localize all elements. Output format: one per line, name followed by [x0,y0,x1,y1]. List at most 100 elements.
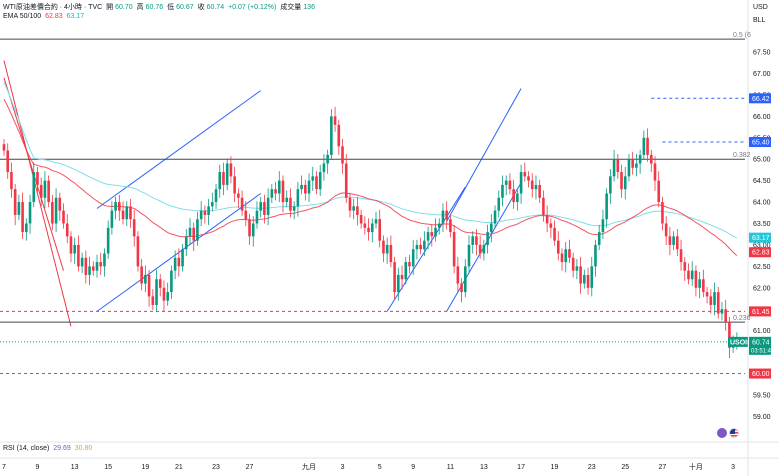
candle-body [359,214,363,224]
candle-body [184,236,188,250]
countdown-value: 03:51:42 [751,348,775,354]
candle-body [43,180,47,198]
candle-body [702,279,705,293]
candle-body [65,223,69,237]
y-tick-label: 63.00 [753,242,771,249]
candle-body [724,309,727,323]
fib-label: 0.382 [733,152,751,159]
candle-body [649,154,653,164]
candle-body [463,266,467,293]
candle-body [415,244,419,250]
last-price-value: 60.74 [752,339,770,346]
candle-body [672,236,675,245]
candle-body [248,219,251,237]
candle-body [393,262,396,293]
channel-line [386,186,466,312]
candle-body [653,163,657,181]
us-flag-icon[interactable] [729,428,739,438]
rsi-legend[interactable]: RSI (14, close) 29.69 30.80 [3,444,94,453]
candle-body [356,206,359,215]
candle-body [266,197,270,215]
candle-body [13,189,17,215]
price-tag-label: 65.40 [752,140,770,147]
bll-label[interactable]: BLL [753,17,766,24]
symbol-legend: WTI原油差價合約 · 4小時 · TVC 開 60.70 高 60.76 低 60.… [3,3,317,12]
candle-body [564,249,568,263]
x-tick-label: 27 [246,464,254,471]
candle-body [638,154,642,164]
candle-body [326,154,329,164]
y-tick-label: 67.00 [753,71,771,78]
price-tags: 66.42 65.40 63.17 62.83 61.45 USOIL 60.74 03:51… [728,93,775,379]
candle-body [601,219,605,233]
volume-label: 成交量 [280,4,302,11]
candle-body [367,227,370,233]
candle-body [36,172,39,185]
time-axis[interactable]: 7 9 13 15 19 21 23 27 九月 3 5 9 11 13 17 19 23 25 27 十月 3 [2,462,735,471]
candle-body [225,163,229,185]
y-tick-label: 65.00 [753,157,771,164]
candle-body [583,274,586,284]
fib-label: 0.5 (6 [733,32,751,39]
fib-label: 0.236 [733,315,751,322]
candle-body [508,180,512,190]
y-tick-label: 66.00 [753,114,771,121]
candle-body [612,159,616,177]
last-price-tag [749,336,771,355]
y-tick-label: 62.50 [753,264,771,271]
candle-body [95,262,99,271]
ema100-value: 63.17 [66,13,85,20]
candle-body [188,227,192,237]
candle-body [545,214,549,224]
candle-body [158,279,162,288]
x-tick-label: 11 [447,464,454,471]
candle-body [114,202,117,211]
lightning-icon[interactable] [717,428,727,438]
x-tick-label: 十月 [689,462,703,471]
candle-body [646,137,649,155]
candle-body [311,176,315,181]
candle-body [352,206,355,211]
x-tick-label: 9 [411,464,415,471]
x-tick-label: 19 [141,464,149,471]
candle-body [676,236,679,250]
candle-body [378,219,382,241]
candle-body [281,180,285,203]
symbol-title[interactable]: WTI原油差價合約 · 4小時 · TVC [3,4,103,11]
candle-body [25,223,28,233]
candle-body [460,283,463,293]
candle-body [497,197,501,211]
candle-body [270,189,274,198]
channel-line [96,90,261,209]
candle-body [482,244,486,254]
candle-body [627,159,631,177]
fib-levels: 0.5 (6 0.382 0.236 [0,32,751,323]
price-tag [749,93,771,104]
candle-body [609,176,612,194]
ema100-line [3,81,738,239]
candle-body [333,116,337,125]
candle-body [318,172,322,190]
candle-body [289,197,292,211]
candle-body [229,163,233,177]
candle-body [445,210,448,220]
candle-body [434,227,437,237]
price-tag-label: 66.42 [752,96,770,103]
candle-body [259,202,262,211]
y-tick-label: 59.50 [753,392,771,399]
ema-legend[interactable]: EMA 50/100 62.83 63.17 [3,12,86,21]
low-value: 60.67 [176,4,194,11]
candle-body [99,262,103,267]
candle-body [687,270,690,280]
candle-body [162,287,166,301]
open-value: 60.70 [115,4,133,11]
x-tick-label: 15 [104,464,112,471]
candle-body [274,189,277,194]
candle-body [69,236,73,254]
currency-label[interactable]: USD [753,4,768,11]
candle-body [80,257,84,267]
candle-body [199,210,203,220]
high-label: 高 [136,4,144,11]
candle-body [285,197,289,203]
